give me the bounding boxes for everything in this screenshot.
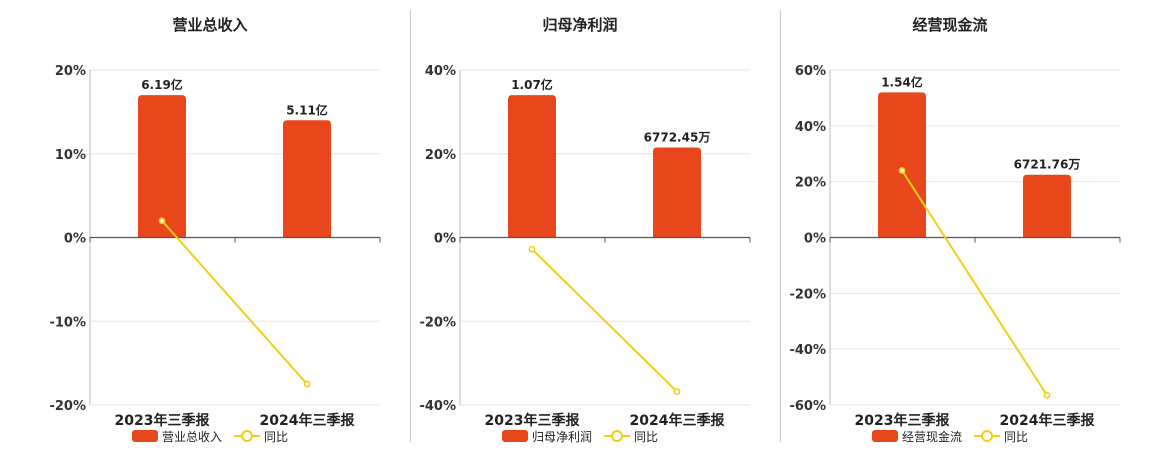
y-tick-label: 0% <box>804 232 826 247</box>
yoy-point <box>303 380 311 388</box>
y-tick-label: 20% <box>795 176 826 191</box>
yoy-line <box>161 220 308 385</box>
y-tick-label: -60% <box>789 399 826 414</box>
x-tick-label: 2023年三季报 <box>855 412 950 429</box>
bar <box>653 147 701 238</box>
chart-panel: 经营现金流 60% 40% 20% 0% -20% -40% -60% 1.54亿 6721.76… <box>789 16 1121 444</box>
y-tick-label: 60% <box>795 64 826 79</box>
bar-data-label: 6.19亿 <box>141 77 183 92</box>
panel-divider <box>780 10 781 442</box>
y-tick-label: 0% <box>434 232 456 247</box>
y-tick-label: -10% <box>49 315 86 330</box>
bar <box>878 92 926 238</box>
y-tick-label: 40% <box>425 64 456 79</box>
bar-data-label: 5.11亿 <box>286 102 328 117</box>
legend-line-label[interactable]: 同比 <box>1004 430 1028 444</box>
legend-bar-label[interactable]: 营业总收入 <box>162 430 222 444</box>
y-tick-label: -40% <box>419 399 456 414</box>
panel-divider <box>410 10 411 442</box>
legend-line-marker[interactable] <box>981 430 993 442</box>
y-tick-label: 10% <box>55 148 86 163</box>
y-tick-label: -20% <box>49 399 86 414</box>
yoy-point <box>1043 391 1051 399</box>
legend-bar-label[interactable]: 归母净利润 <box>532 430 592 444</box>
yoy-line <box>531 248 678 393</box>
bar <box>138 95 186 238</box>
chart-panel: 归母净利润 40% 20% 0% -20% -40% 1.07亿 6772.45万 2023年三… <box>419 16 751 444</box>
legend-line-label[interactable]: 同比 <box>634 430 658 444</box>
x-tick-label: 2023年三季报 <box>485 412 580 429</box>
y-tick-label: 20% <box>425 148 456 163</box>
legend-line-marker[interactable] <box>241 430 253 442</box>
yoy-line <box>901 169 1048 396</box>
bar <box>283 120 331 238</box>
bar-data-label: 1.54亿 <box>881 74 923 89</box>
x-tick-label: 2024年三季报 <box>630 412 725 429</box>
legend-bar-swatch[interactable] <box>872 430 898 442</box>
legend-line-marker[interactable] <box>611 430 623 442</box>
y-tick-label: 0% <box>64 232 86 247</box>
bar <box>508 95 556 238</box>
chart-title: 营业总收入 <box>172 16 247 34</box>
y-tick-label: 20% <box>55 64 86 79</box>
yoy-point <box>898 167 906 174</box>
legend-bar-swatch[interactable] <box>132 430 158 442</box>
x-tick-label: 2023年三季报 <box>115 412 210 429</box>
yoy-point <box>158 217 166 225</box>
chart-title: 经营现金流 <box>912 16 987 34</box>
y-tick-label: -40% <box>789 343 826 358</box>
yoy-point <box>673 388 681 395</box>
legend-bar-label[interactable]: 经营现金流 <box>902 429 962 444</box>
bar-data-label: 6772.45万 <box>644 130 711 144</box>
legend-bar-swatch[interactable] <box>502 430 528 442</box>
y-tick-label: 40% <box>795 120 826 135</box>
bar <box>1023 174 1071 238</box>
x-tick-label: 2024年三季报 <box>260 412 355 429</box>
bar-data-label: 6721.76万 <box>1014 158 1081 172</box>
legend-line-label[interactable]: 同比 <box>264 430 288 444</box>
yoy-point <box>528 245 536 253</box>
chart-title: 归母净利润 <box>542 16 617 34</box>
bar-data-label: 1.07亿 <box>511 77 553 92</box>
y-tick-label: -20% <box>789 287 826 302</box>
y-tick-label: -20% <box>419 315 456 330</box>
chart-panel: 营业总收入 20% 10% 0% -10% -20% 6.19亿 5.11亿 2023年三季报 2… <box>49 16 381 444</box>
x-tick-label: 2024年三季报 <box>1000 412 1095 429</box>
